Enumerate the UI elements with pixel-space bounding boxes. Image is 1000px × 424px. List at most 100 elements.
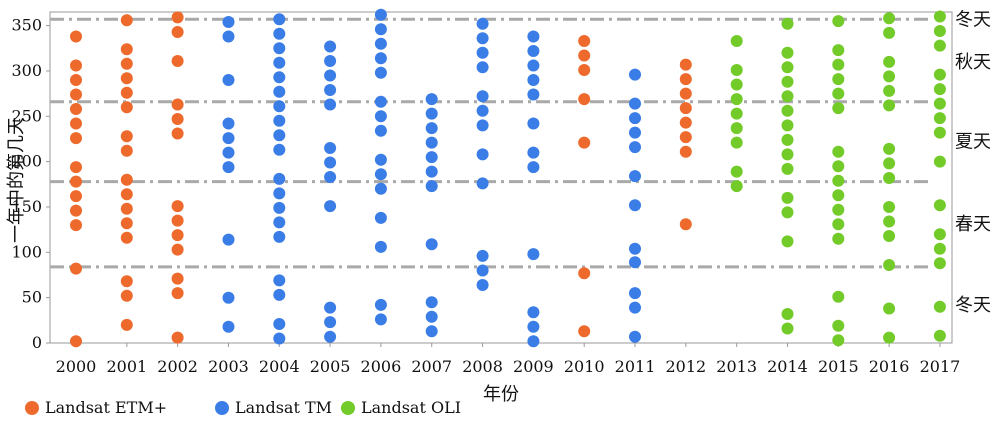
data-point [730,107,743,120]
data-point [679,218,692,231]
data-point [933,329,946,342]
y-axis-ticks: 0 50 100 150 200 250 300 350 [11,16,50,352]
data-point [629,68,641,81]
legend-item: Landsat ETM+ [25,398,167,417]
data-point [679,58,692,71]
y-tick-label: 250 [11,106,42,125]
data-point [629,256,641,269]
data-point [425,165,438,178]
data-point [832,203,845,216]
data-point [527,306,540,319]
data-point [425,180,438,193]
data-point [883,99,896,112]
data-point [578,35,591,47]
data-point [324,330,337,343]
data-point [883,230,896,242]
season-label: 冬天 [955,295,991,316]
data-point [120,72,133,85]
data-point [781,90,794,103]
data-point [324,156,337,169]
data-point [374,313,387,326]
data-point [273,114,286,127]
data-point [629,301,641,314]
data-point [883,215,896,228]
data-point [578,49,591,62]
data-point [476,61,489,74]
data-point [70,190,82,203]
data-point [527,30,540,43]
x-tick-label: 2008 [462,357,503,376]
data-point [120,231,133,244]
data-point [832,334,845,347]
data-point [832,290,845,303]
x-tick-label: 2003 [208,357,249,376]
y-tick-label: 0 [32,333,42,352]
data-point [781,322,794,335]
data-point [171,287,184,300]
data-point [629,287,641,300]
x-tick-label: 2016 [869,357,910,376]
data-point [832,58,845,71]
data-point [476,90,489,103]
data-point [120,14,133,27]
data-point [883,302,896,315]
data-point [679,116,692,129]
data-point [171,200,184,213]
x-tick-label: 2010 [564,357,605,376]
data-point [171,243,184,256]
data-point [374,37,387,50]
data-point [476,264,489,277]
data-point [273,318,286,330]
data-point [883,157,896,170]
x-tick-label: 2000 [56,357,97,376]
x-tick-label: 2005 [310,357,351,376]
data-point [222,30,235,43]
data-point [70,59,82,72]
data-point [781,191,794,204]
legend-label: Landsat ETM+ [45,398,167,417]
series-landsat-etm- [70,11,692,348]
data-point [629,97,641,110]
data-point [425,136,438,149]
data-point [527,117,540,130]
data-point [70,88,82,101]
data-point [527,45,540,57]
data-point [374,168,387,181]
data-point [832,319,845,332]
data-point [70,262,82,275]
data-point [730,136,743,149]
data-point [527,88,540,101]
data-point [273,85,286,98]
data-point [832,218,845,231]
data-point [578,325,591,338]
data-point [70,204,82,217]
y-tick-label: 100 [11,242,42,261]
data-point [883,70,896,83]
data-point [527,335,540,348]
data-point [222,291,235,304]
season-boundary-lines [50,17,932,269]
data-point [476,46,489,59]
data-point [781,133,794,146]
data-point [374,153,387,166]
data-point [476,148,489,161]
data-point [781,119,794,132]
data-point [629,112,641,125]
data-point [374,95,387,108]
data-point [781,162,794,175]
data-point [832,15,845,28]
x-tick-label: 2014 [767,357,808,376]
data-point [273,13,286,26]
data-point [730,64,743,76]
data-point [120,173,133,186]
data-point [527,146,540,159]
legend-item: Landsat OLI [341,398,461,417]
data-point [374,23,387,36]
y-tick-label: 300 [11,61,42,80]
data-point [933,10,946,23]
data-point [374,8,387,21]
legend-marker [341,401,355,415]
data-point [476,177,489,190]
data-point [679,145,692,158]
